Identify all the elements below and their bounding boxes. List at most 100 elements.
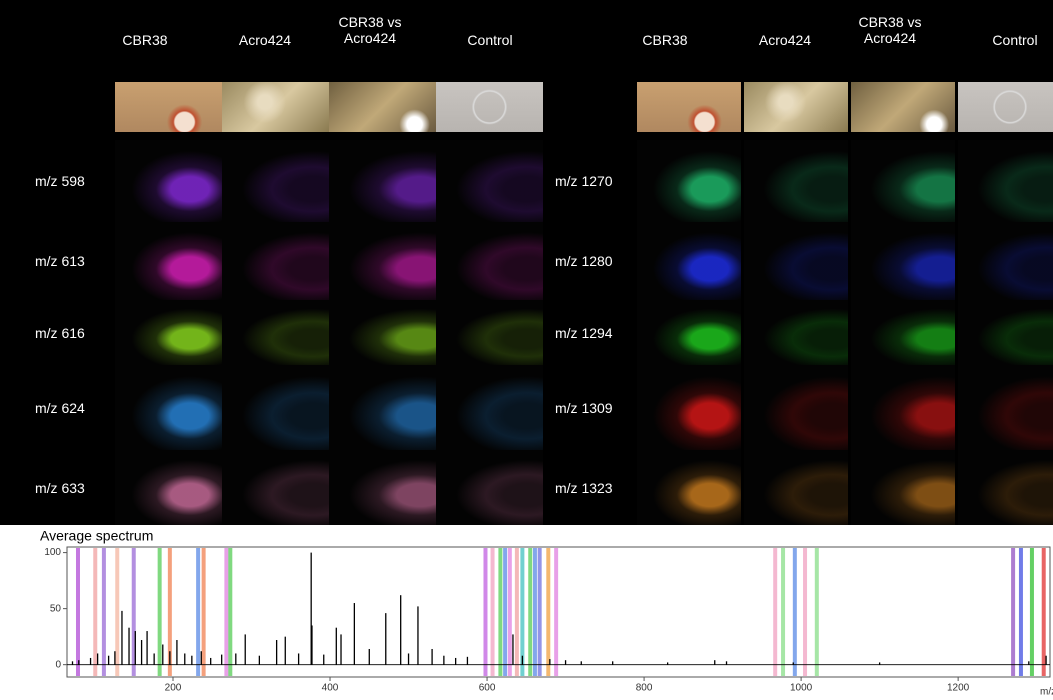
row-label: m/z 616: [35, 325, 85, 341]
ion-image: [744, 222, 848, 300]
image-panels: CBR38 Acro424 CBR38 vs Acro424 Control m/z 5…: [0, 0, 1053, 525]
photo-tile: [115, 82, 222, 132]
highlight-band: [102, 548, 106, 676]
column-label: CBR38: [625, 32, 705, 48]
page: CBR38 Acro424 CBR38 vs Acro424 Control m/z 5…: [0, 0, 1053, 700]
highlight-band: [503, 548, 507, 676]
ion-image: [744, 140, 848, 222]
ion-image: [222, 300, 329, 365]
highlight-band: [533, 548, 537, 676]
highlight-band: [76, 548, 80, 676]
row-label: m/z 633: [35, 480, 85, 496]
x-tick-label: 1200: [947, 683, 970, 694]
highlight-band: [93, 548, 97, 676]
ion-image: [329, 222, 436, 300]
highlight-band: [793, 548, 797, 676]
ion-image: [958, 365, 1053, 450]
plot-frame: [67, 547, 1050, 677]
ion-image: [744, 365, 848, 450]
highlight-band: [228, 548, 232, 676]
ion-image: [637, 222, 741, 300]
row-label: m/z 1294: [555, 325, 613, 341]
column-label: Control: [450, 32, 530, 48]
ion-image: [115, 140, 222, 222]
row-label: m/z 624: [35, 400, 85, 416]
ion-image: [436, 140, 543, 222]
photo-tile: [436, 82, 543, 132]
ion-image: [115, 222, 222, 300]
ion-image: [851, 140, 955, 222]
highlight-band: [528, 548, 532, 676]
ion-image: [436, 300, 543, 365]
ion-image: [329, 450, 436, 525]
photo-tile: [744, 82, 848, 132]
highlight-band: [483, 548, 487, 676]
ion-image: [744, 450, 848, 525]
ion-image: [851, 300, 955, 365]
column-label: CBR38: [105, 32, 185, 48]
ion-image: [115, 300, 222, 365]
ion-image: [115, 365, 222, 450]
highlight-band: [1042, 548, 1046, 676]
photo-tile: [958, 82, 1053, 132]
highlight-band: [773, 548, 777, 676]
ion-image: [329, 365, 436, 450]
ion-image: [637, 300, 741, 365]
ion-image: [329, 300, 436, 365]
column-label: CBR38 vs Acro424: [850, 14, 930, 46]
highlight-band: [515, 548, 519, 676]
highlight-band: [202, 548, 206, 676]
highlight-band: [491, 548, 495, 676]
highlight-band: [224, 548, 228, 676]
highlight-band: [196, 548, 200, 676]
x-tick-label: 400: [322, 683, 339, 694]
x-axis-label: m/z: [1040, 687, 1053, 698]
highlight-band: [815, 548, 819, 676]
x-tick-label: 1000: [790, 683, 813, 694]
y-tick-label: 50: [50, 603, 62, 614]
highlight-band: [554, 548, 558, 676]
column-label: Acro424: [225, 32, 305, 48]
photo-tile: [637, 82, 741, 132]
x-tick-label: 600: [479, 683, 496, 694]
ion-image: [958, 450, 1053, 525]
y-tick-label: 0: [55, 659, 61, 670]
column-label: Acro424: [745, 32, 825, 48]
highlight-band: [1019, 548, 1023, 676]
column-label: CBR38 vs Acro424: [330, 14, 410, 46]
y-tick-label: 100: [44, 547, 61, 558]
highlight-band: [546, 548, 550, 676]
row-label: m/z 1323: [555, 480, 613, 496]
ion-image: [637, 450, 741, 525]
ion-image: [222, 222, 329, 300]
highlight-band: [508, 548, 512, 676]
ion-image: [958, 222, 1053, 300]
highlight-band: [115, 548, 119, 676]
highlight-band: [1030, 548, 1034, 676]
row-label: m/z 598: [35, 173, 85, 189]
photo-tile: [851, 82, 955, 132]
ion-image: [436, 365, 543, 450]
row-label: m/z 1309: [555, 400, 613, 416]
photo-tile: [222, 82, 329, 132]
ion-image: [744, 300, 848, 365]
row-label: m/z 1270: [555, 173, 613, 189]
highlight-band: [498, 548, 502, 676]
ion-image: [436, 450, 543, 525]
row-label: m/z 613: [35, 253, 85, 269]
x-tick-label: 200: [165, 683, 182, 694]
spectrum-chart: Average spectrum m/z 0 50 100 200 400 600 800 1…: [0, 525, 1053, 700]
highlight-band: [781, 548, 785, 676]
ion-image: [851, 365, 955, 450]
ion-image: [958, 300, 1053, 365]
column-label: Control: [975, 32, 1053, 48]
photo-tile: [329, 82, 436, 132]
chart-title: Average spectrum: [40, 528, 153, 544]
x-tick-label: 800: [636, 683, 653, 694]
ion-image: [958, 140, 1053, 222]
ion-image: [222, 140, 329, 222]
highlight-band: [803, 548, 807, 676]
ion-image: [329, 140, 436, 222]
ion-image: [637, 140, 741, 222]
ion-image: [851, 450, 955, 525]
